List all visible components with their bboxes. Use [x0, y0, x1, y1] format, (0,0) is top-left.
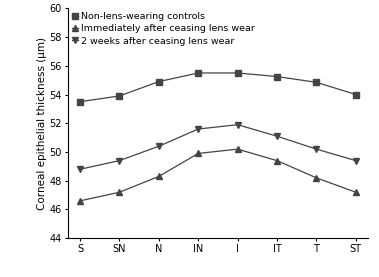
Immediately after ceasing lens wear: [354, 191, 358, 194]
Immediately after ceasing lens wear: [78, 199, 82, 202]
Line: 2 weeks after ceasing lens wear: 2 weeks after ceasing lens wear: [77, 122, 359, 172]
Non-lens-wearing controls: [117, 94, 122, 98]
Non-lens-wearing controls: [235, 71, 240, 75]
2 weeks after ceasing lens wear: [78, 168, 82, 171]
2 weeks after ceasing lens wear: [157, 145, 161, 148]
Y-axis label: Corneal epithelial thickness (μm): Corneal epithelial thickness (μm): [37, 37, 47, 210]
Non-lens-wearing controls: [354, 93, 358, 96]
2 weeks after ceasing lens wear: [314, 147, 319, 151]
2 weeks after ceasing lens wear: [235, 123, 240, 126]
Line: Non-lens-wearing controls: Non-lens-wearing controls: [77, 70, 359, 105]
Immediately after ceasing lens wear: [314, 176, 319, 179]
Non-lens-wearing controls: [275, 75, 279, 78]
Immediately after ceasing lens wear: [275, 159, 279, 162]
Non-lens-wearing controls: [196, 71, 200, 75]
2 weeks after ceasing lens wear: [354, 159, 358, 162]
Immediately after ceasing lens wear: [157, 175, 161, 178]
Immediately after ceasing lens wear: [235, 147, 240, 151]
2 weeks after ceasing lens wear: [117, 159, 122, 162]
Immediately after ceasing lens wear: [196, 152, 200, 155]
2 weeks after ceasing lens wear: [196, 127, 200, 131]
Immediately after ceasing lens wear: [117, 191, 122, 194]
Non-lens-wearing controls: [157, 80, 161, 83]
Line: Immediately after ceasing lens wear: Immediately after ceasing lens wear: [77, 146, 359, 204]
Legend: Non-lens-wearing controls, Immediately after ceasing lens wear, 2 weeks after ce: Non-lens-wearing controls, Immediately a…: [70, 10, 257, 48]
Non-lens-wearing controls: [314, 81, 319, 84]
Non-lens-wearing controls: [78, 100, 82, 103]
2 weeks after ceasing lens wear: [275, 135, 279, 138]
